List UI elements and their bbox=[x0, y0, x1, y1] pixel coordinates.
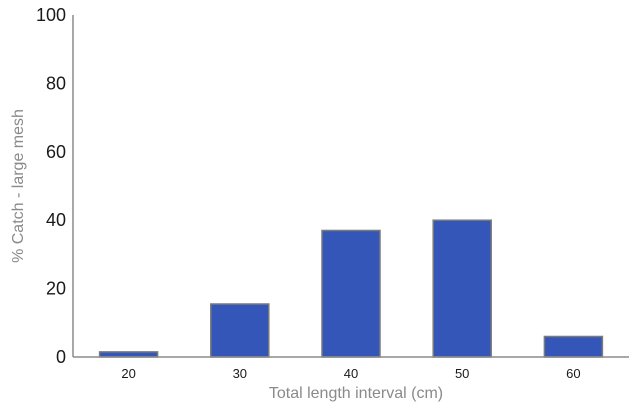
y-tick-label: 40 bbox=[46, 210, 66, 230]
y-tick-label: 0 bbox=[56, 347, 66, 367]
y-tick-label: 100 bbox=[36, 5, 66, 25]
bar-50 bbox=[432, 219, 492, 358]
x-tick-labels: 20 30 40 50 60 bbox=[121, 366, 580, 381]
bar-20 bbox=[98, 351, 159, 358]
bar-30 bbox=[210, 303, 270, 358]
x-tick-label: 50 bbox=[455, 366, 469, 381]
x-axis-label: Total length interval (cm) bbox=[269, 385, 443, 402]
y-axis-label: % Catch - large mesh bbox=[10, 109, 27, 263]
bar-group bbox=[98, 219, 604, 358]
x-tick-label: 60 bbox=[566, 366, 580, 381]
y-tick-label: 80 bbox=[46, 73, 66, 93]
x-tick-label: 30 bbox=[233, 366, 247, 381]
bar-60 bbox=[543, 335, 604, 358]
bar-40 bbox=[321, 229, 381, 358]
x-tick-label: 20 bbox=[121, 366, 135, 381]
x-tick-label: 40 bbox=[344, 366, 358, 381]
y-tick-label: 20 bbox=[46, 279, 66, 299]
y-tick-label: 60 bbox=[46, 142, 66, 162]
y-tick-labels: 0 20 40 60 80 100 bbox=[36, 5, 66, 367]
